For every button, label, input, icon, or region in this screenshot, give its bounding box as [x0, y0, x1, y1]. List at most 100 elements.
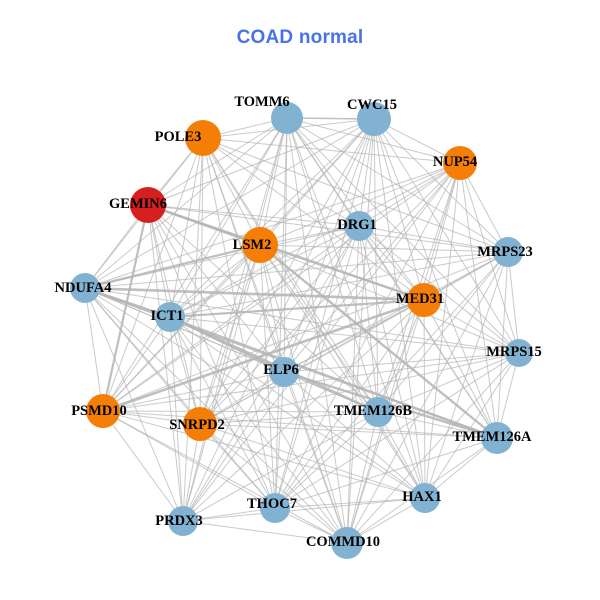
- node-label-prdx3: PRDX3: [155, 513, 203, 529]
- edge-POLE3-LSM2: [202, 137, 261, 246]
- edge-TOMM6-MED31: [286, 117, 425, 301]
- edge-CWC15-ICT1: [169, 118, 375, 318]
- edge-LSM2-MED31: [259, 244, 425, 301]
- node-ict1[interactable]: [155, 302, 185, 332]
- node-hax1[interactable]: [410, 483, 440, 513]
- edge-LSM2-NDUFA4: [84, 243, 261, 290]
- edge-DRG1-HAX1: [358, 225, 426, 499]
- edge-LSM2-ICT1: [169, 244, 261, 318]
- edge-TOMM6-NDUFA4: [84, 117, 288, 289]
- edge-GEMIN6-ICT1: [147, 204, 171, 318]
- node-label-tomm6: TOMM6: [234, 94, 289, 110]
- edge-MED31-TMEM126B: [377, 299, 425, 413]
- edge-SNRPD2-THOC7: [199, 423, 276, 509]
- node-ndufa4[interactable]: [70, 273, 100, 303]
- node-elp6[interactable]: [269, 357, 299, 387]
- nodes-layer: [70, 102, 533, 559]
- edge-ELP6-PSMD10: [102, 371, 285, 412]
- edge-MED31-MRPS15: [423, 299, 520, 354]
- edge-MRPS23-TMEM126B: [377, 251, 509, 413]
- edge-SNRPD2-COMMD10: [199, 423, 348, 544]
- edge-TOMM6-MRPS15: [286, 117, 520, 354]
- edge-TOMM6-THOC7: [274, 117, 288, 509]
- edge-MRPS23-PSMD10: [102, 251, 509, 412]
- edge-MRPS15-COMMD10: [346, 352, 520, 544]
- edge-POLE3-PRDX3: [182, 137, 204, 522]
- node-gemin6[interactable]: [130, 187, 166, 223]
- edge-NUP54-PSMD10: [102, 162, 461, 412]
- edge-LSM2-MRPS23: [259, 244, 509, 253]
- edge-TOMM6-TMEM126B: [286, 117, 379, 413]
- node-label-nup54: NUP54: [433, 154, 477, 170]
- node-tomm6[interactable]: [271, 102, 303, 134]
- edge-NUP54-TMEM126A: [459, 162, 498, 439]
- edge-POLE3-ICT1: [169, 137, 204, 318]
- edge-ELP6-HAX1: [283, 371, 426, 499]
- edge-MRPS23-NDUFA4: [84, 251, 509, 289]
- node-pole3[interactable]: [185, 120, 221, 156]
- node-label-mrps23: MRPS23: [477, 244, 533, 260]
- edge-PSMD10-TMEM126A: [102, 410, 498, 439]
- edge-PSMD10-THOC7: [102, 410, 276, 509]
- edge-HAX1-PRDX3: [182, 497, 426, 522]
- node-thoc7[interactable]: [260, 493, 290, 523]
- node-snrpd2[interactable]: [183, 407, 217, 441]
- edge-NUP54-THOC7: [274, 162, 461, 509]
- edge-NUP54-DRG1: [358, 162, 461, 227]
- edge-DRG1-MRPS23: [358, 225, 509, 253]
- edge-TOMM6-ICT1: [169, 117, 288, 318]
- edge-CWC15-SNRPD2: [199, 118, 375, 425]
- edge-MRPS15-THOC7: [274, 352, 520, 509]
- edge-MRPS23-MRPS15: [507, 251, 520, 354]
- edge-PSMD10-COMMD10: [102, 410, 348, 544]
- edge-MED31-PSMD10: [102, 298, 425, 413]
- edge-ICT1-THOC7: [169, 316, 276, 509]
- node-label-ndufa4: NDUFA4: [55, 280, 112, 296]
- edge-ELP6-COMMD10: [283, 371, 348, 544]
- edge-NUP54-PRDX3: [182, 162, 461, 522]
- edge-GEMIN6-MRPS23: [147, 204, 509, 253]
- edge-CWC15-TMEM126A: [373, 118, 498, 439]
- edge-MRPS23-ICT1: [169, 251, 509, 318]
- page-title: COAD normal: [236, 27, 364, 48]
- edge-SNRPD2-TMEM126A: [199, 423, 498, 439]
- edge-MRPS23-COMMD10: [346, 251, 509, 544]
- node-label-pole3: POLE3: [155, 129, 202, 145]
- node-mrps23[interactable]: [493, 237, 523, 267]
- node-cwc15[interactable]: [357, 102, 391, 136]
- edge-TMEM126A-THOC7: [274, 437, 498, 509]
- node-psmd10[interactable]: [86, 394, 120, 428]
- node-tmem126b[interactable]: [363, 397, 393, 427]
- node-med31[interactable]: [407, 283, 441, 317]
- edge-MRPS23-TMEM126A: [496, 251, 509, 439]
- node-nup54[interactable]: [443, 146, 477, 180]
- edge-MED31-HAX1: [423, 299, 426, 499]
- edge-ICT1-SNRPD2: [169, 316, 201, 425]
- node-tmem126a[interactable]: [481, 422, 513, 454]
- edge-DRG1-ELP6: [283, 225, 360, 373]
- edge-MED31-ICT1: [169, 298, 425, 319]
- node-label-commd10: COMMD10: [306, 534, 380, 550]
- edge-GEMIN6-ELP6: [147, 204, 285, 373]
- node-lsm2[interactable]: [242, 227, 278, 263]
- edge-CWC15-DRG1: [358, 118, 375, 227]
- edge-MRPS15-ELP6: [283, 352, 520, 373]
- edge-TOMM6-MRPS23: [286, 117, 509, 253]
- edge-POLE3-MED31: [202, 137, 425, 301]
- node-label-psmd10: PSMD10: [71, 403, 127, 419]
- edge-ICT1-PRDX3: [169, 316, 184, 522]
- edge-CWC15-TMEM126B: [373, 118, 379, 413]
- node-commd10[interactable]: [331, 527, 363, 559]
- edge-POLE3-DRG1: [202, 137, 360, 227]
- node-drg1[interactable]: [344, 211, 374, 241]
- edge-NUP54-MED31: [423, 162, 461, 301]
- edge-POLE3-HAX1: [202, 137, 426, 499]
- node-prdx3[interactable]: [168, 506, 198, 536]
- node-label-elp6: ELP6: [263, 362, 298, 378]
- node-mrps15[interactable]: [505, 339, 533, 367]
- node-label-gemin6: GEMIN6: [109, 196, 167, 212]
- edge-GEMIN6-DRG1: [147, 204, 360, 227]
- edge-NUP54-HAX1: [424, 162, 461, 499]
- edge-DRG1-ICT1: [169, 225, 360, 318]
- edge-CWC15-NDUFA4: [84, 118, 375, 289]
